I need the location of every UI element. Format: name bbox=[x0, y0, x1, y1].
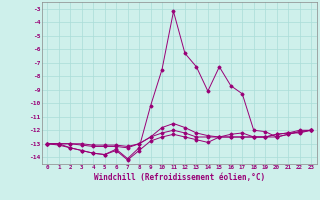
X-axis label: Windchill (Refroidissement éolien,°C): Windchill (Refroidissement éolien,°C) bbox=[94, 173, 265, 182]
